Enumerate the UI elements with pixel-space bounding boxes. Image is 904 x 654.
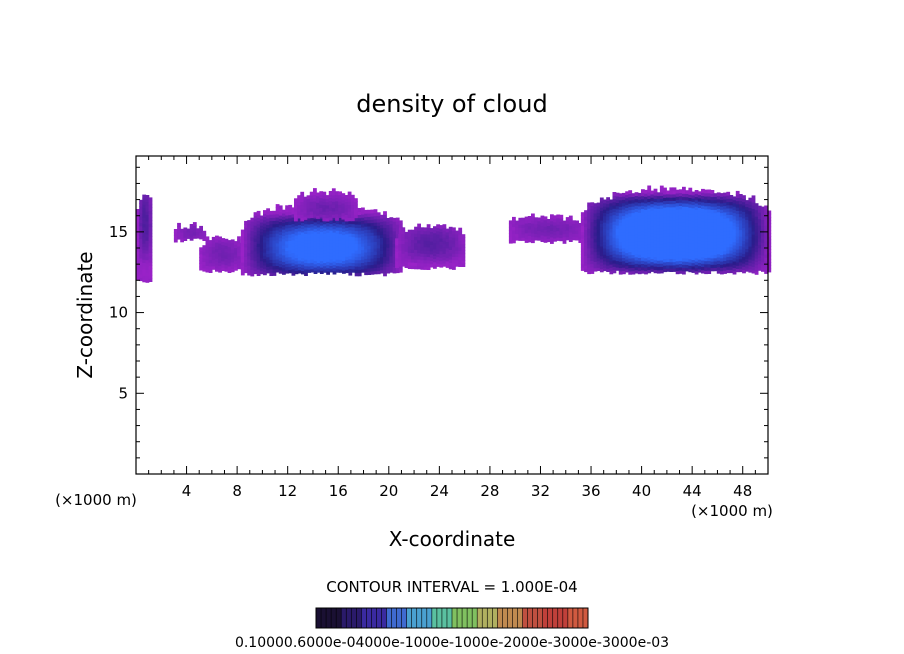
x-unit-left: (×1000 m) (55, 491, 137, 509)
cloud-region (173, 222, 207, 243)
colorbar-cell (512, 608, 518, 628)
colorbar-cell (562, 608, 569, 628)
colorbar-cell (411, 608, 418, 628)
colorbar-cell (396, 608, 403, 628)
colorbar-cell (517, 608, 524, 628)
colorbar-cell (452, 608, 458, 628)
colorbar-cell (482, 608, 488, 628)
colorbar-cell (477, 608, 483, 628)
colorbar-cell (472, 608, 478, 628)
colorbar-cell (326, 608, 332, 628)
colorbar-cell (497, 608, 503, 628)
x-tick-label: 44 (683, 482, 702, 500)
colorbar-cell (537, 608, 544, 628)
x-axis-label: X-coordinate (389, 527, 516, 551)
colorbar-cell (406, 608, 413, 628)
colorbar-cell (371, 608, 377, 628)
colorbar-cell (552, 608, 559, 628)
chart-title: density of cloud (356, 90, 547, 118)
colorbar-cell (351, 608, 357, 628)
cloud-region (580, 185, 772, 275)
colorbar-cell (331, 608, 337, 628)
colorbar-cell (446, 608, 453, 628)
x-tick-label: 12 (278, 482, 297, 500)
x-unit-right: (×1000 m) (691, 502, 773, 520)
cloud-region (395, 223, 466, 270)
colorbar-cell (547, 608, 554, 628)
x-tick-label: 16 (329, 482, 348, 500)
colorbar-cell (582, 608, 589, 628)
cloud-region (508, 213, 586, 244)
colorbar-cell (462, 608, 468, 628)
colorbar-cell (527, 608, 534, 628)
colorbar-cell (467, 608, 473, 628)
colorbar-cell (542, 608, 549, 628)
colorbar-cell (341, 608, 347, 628)
x-tick-label: 40 (632, 482, 651, 500)
colorbar-cell (441, 608, 448, 628)
cloud-region (199, 235, 245, 273)
colorbar-cell (386, 608, 393, 628)
colorbar-cell (391, 608, 398, 628)
colorbar-cell (436, 608, 443, 628)
colorbar-cell (507, 608, 513, 628)
x-tick-label: 32 (531, 482, 550, 500)
colorbar-cell (421, 608, 428, 628)
colorbar-cell (487, 608, 493, 628)
colorbar-cell (426, 608, 433, 628)
colorbar-cell (532, 608, 539, 628)
colorbar-cell (502, 608, 508, 628)
cloud-region (294, 188, 358, 222)
colorbar-cell (567, 608, 574, 628)
colorbar-cell (401, 608, 408, 628)
colorbar-frame (315, 607, 589, 629)
colorbar-labels: 0.10000.6000e-04000e-1000e-1000e-2000e-3… (235, 635, 669, 651)
colorbar-cell (346, 608, 352, 628)
x-tick-label: 24 (430, 482, 449, 500)
cloud-field (136, 185, 772, 283)
x-tick-label: 20 (379, 482, 398, 500)
colorbar-cell (316, 608, 322, 628)
colorbar-cell (431, 608, 438, 628)
colorbar (315, 607, 589, 629)
colorbar-cell (376, 608, 382, 628)
colorbar-cell (457, 608, 463, 628)
colorbar-cell (321, 608, 327, 628)
x-tick-label: 28 (480, 482, 499, 500)
x-axis-ticks: 4 8 12 16 20 24 28 32 36 40 44 48 (148, 156, 756, 500)
contour-interval-text: CONTOUR INTERVAL = 1.000E-04 (326, 578, 577, 596)
y-tick-label: 10 (109, 304, 128, 322)
y-axis-label: Z-coordinate (73, 251, 97, 378)
colorbar-cell (416, 608, 423, 628)
x-tick-label: 4 (182, 482, 192, 500)
colorbar-cell (356, 608, 362, 628)
colorbar-cell (361, 608, 367, 628)
colorbar-cell (381, 608, 388, 628)
x-tick-label: 8 (232, 482, 242, 500)
colorbar-cell (572, 608, 579, 628)
colorbar-cell (336, 608, 342, 628)
x-tick-label: 48 (733, 482, 752, 500)
colorbar-cell (577, 608, 584, 628)
cloud-region (136, 194, 153, 283)
colorbar-cell (492, 608, 498, 628)
x-tick-label: 36 (581, 482, 600, 500)
colorbar-cell (366, 608, 372, 628)
y-tick-label: 5 (118, 384, 128, 402)
colorbar-cell (522, 608, 529, 628)
y-axis-ticks: 5 10 15 (109, 166, 768, 459)
y-tick-label: 15 (109, 223, 128, 241)
colorbar-cell (557, 608, 564, 628)
